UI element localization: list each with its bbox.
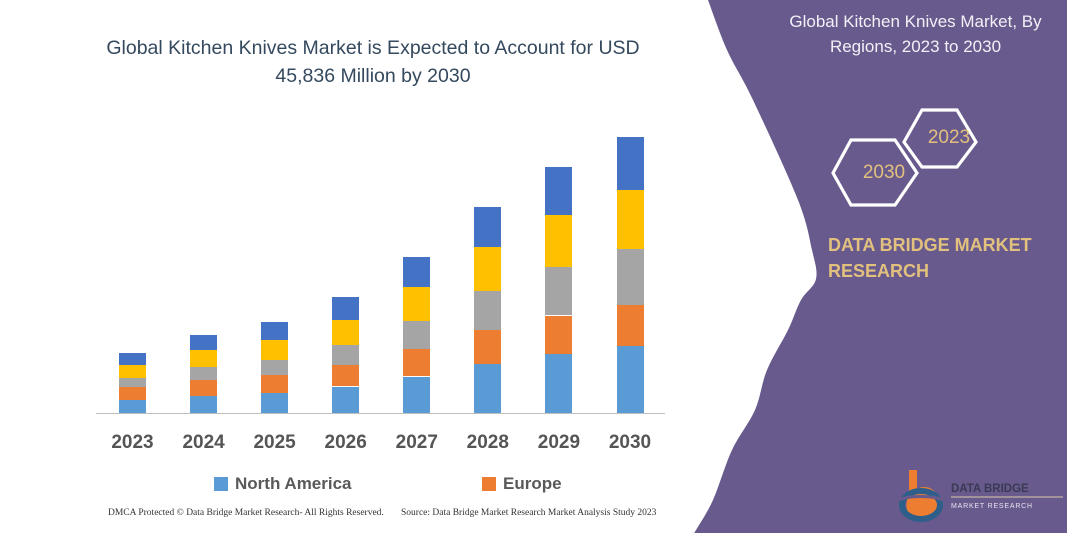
svg-text:MARKET RESEARCH: MARKET RESEARCH xyxy=(951,503,1033,510)
svg-text:DATA BRIDGE: DATA BRIDGE xyxy=(951,483,1029,495)
